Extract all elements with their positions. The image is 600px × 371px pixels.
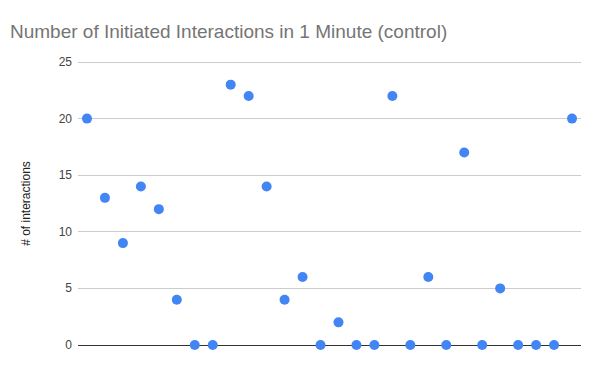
point xyxy=(118,238,128,248)
grid-line xyxy=(78,345,581,346)
point xyxy=(351,340,361,350)
y-tick-label: 20 xyxy=(59,112,73,126)
point xyxy=(477,340,487,350)
grid-line xyxy=(78,231,581,232)
point xyxy=(208,340,218,350)
point xyxy=(154,204,164,214)
y-tick-label: 15 xyxy=(59,168,73,182)
point xyxy=(531,340,541,350)
point xyxy=(405,340,415,350)
point xyxy=(423,272,433,282)
point xyxy=(333,317,343,327)
point xyxy=(262,182,272,192)
y-axis-label: # of interactions xyxy=(19,161,33,246)
point xyxy=(226,80,236,90)
grid-line xyxy=(78,62,581,63)
point xyxy=(136,182,146,192)
grid-line xyxy=(78,288,581,289)
point xyxy=(82,114,92,124)
point xyxy=(369,340,379,350)
point xyxy=(567,114,577,124)
point xyxy=(459,148,469,158)
chart: Number of Initiated Interactions in 1 Mi… xyxy=(0,0,600,371)
point xyxy=(513,340,523,350)
point xyxy=(387,91,397,101)
point xyxy=(172,295,182,305)
y-tick-label: 25 xyxy=(59,55,73,69)
point xyxy=(298,272,308,282)
grid-line xyxy=(78,175,581,176)
point xyxy=(280,295,290,305)
point xyxy=(316,340,326,350)
point xyxy=(441,340,451,350)
point xyxy=(549,340,559,350)
y-tick-label: 10 xyxy=(59,225,73,239)
background xyxy=(0,0,600,371)
title: Number of Initiated Interactions in 1 Mi… xyxy=(10,21,447,42)
point xyxy=(244,91,254,101)
point xyxy=(100,193,110,203)
grid-line xyxy=(78,118,581,119)
point xyxy=(495,283,505,293)
y-tick-label: 5 xyxy=(65,281,72,295)
page: {"chart_data": {"type": "scatter", "titl… xyxy=(0,0,600,371)
point xyxy=(190,340,200,350)
y-tick-label: 0 xyxy=(65,338,72,352)
points xyxy=(82,80,577,350)
